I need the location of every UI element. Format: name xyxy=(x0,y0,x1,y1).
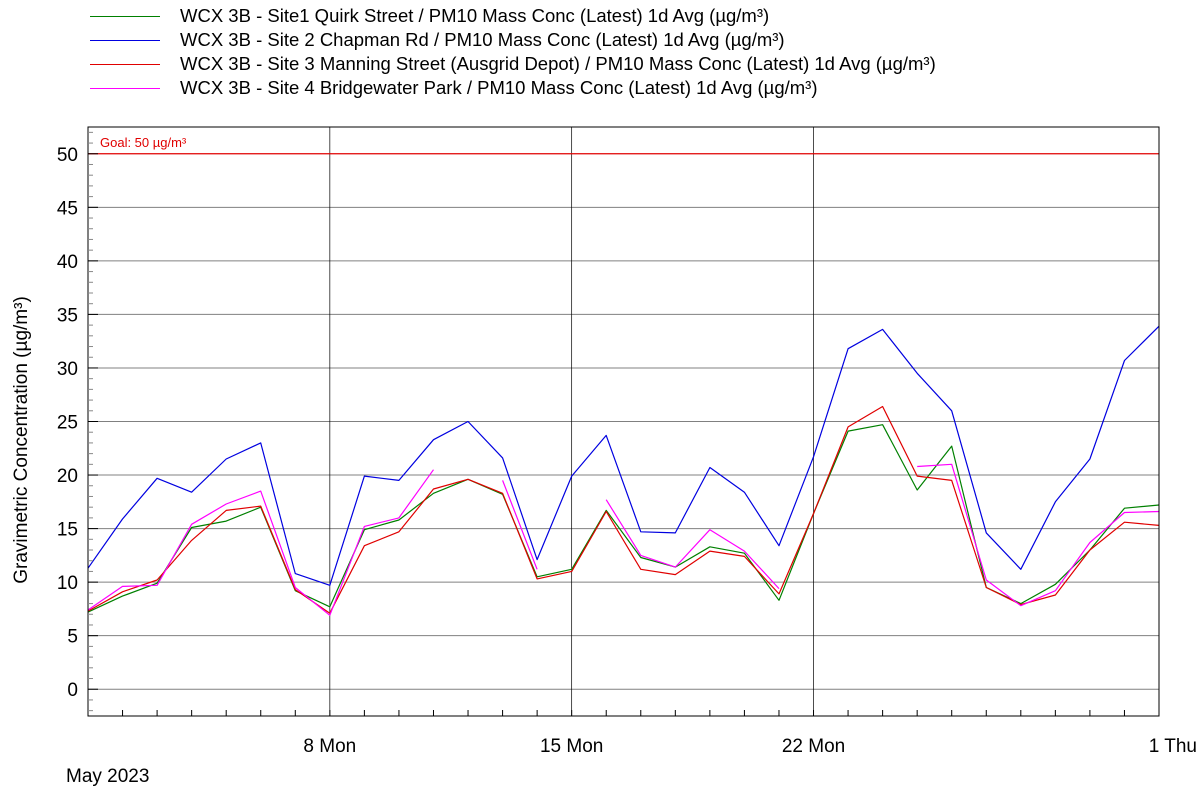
x-tick-label: 8 Mon xyxy=(303,736,356,757)
y-tick-label: 30 xyxy=(57,359,78,380)
y-tick-label: 35 xyxy=(57,305,78,326)
legend-item: WCX 3B - Site1 Quirk Street / PM10 Mass … xyxy=(90,4,936,28)
y-tick-label: 45 xyxy=(57,198,78,219)
y-tick-label: 25 xyxy=(57,413,78,434)
x-tick-label: 1 Thu xyxy=(1149,736,1197,757)
y-tick-label: 5 xyxy=(67,627,78,648)
series-group xyxy=(87,325,1160,616)
legend-label: WCX 3B - Site1 Quirk Street / PM10 Mass … xyxy=(180,5,770,26)
legend-label: WCX 3B - Site 3 Manning Street (Ausgrid … xyxy=(180,53,936,74)
y-axis-title: Gravimetric Concentration (µg/m³) xyxy=(11,296,32,584)
legend-swatch xyxy=(90,63,160,65)
x-tick-label: 15 Mon xyxy=(540,736,603,757)
y-tick-label: 15 xyxy=(57,520,78,541)
series-line-4 xyxy=(87,463,1160,616)
y-tick-label: 50 xyxy=(57,145,78,166)
axes: 0 5 10 15 20 25 30 35 40 45 50 8 Mon 15 Mon 22 Mon 1 T… xyxy=(57,131,1197,757)
goal-line-group: Goal: 50 µg/m³ xyxy=(88,135,1159,155)
x-axis-period-label: May 2023 xyxy=(66,766,149,787)
legend-swatch xyxy=(90,15,160,17)
legend-swatch xyxy=(90,87,160,89)
y-tick-label: 40 xyxy=(57,252,78,273)
series-line-3 xyxy=(87,405,1160,614)
legend-item: WCX 3B - Site 3 Manning Street (Ausgrid … xyxy=(90,52,936,76)
legend-swatch xyxy=(90,39,160,41)
grid xyxy=(88,127,1160,716)
y-tick-label: 0 xyxy=(67,680,78,701)
series-line-1 xyxy=(87,424,1160,613)
x-tick-label: 22 Mon xyxy=(782,736,845,757)
y-tick-label: 10 xyxy=(57,573,78,594)
legend-item: WCX 3B - Site 4 Bridgewater Park / PM10 … xyxy=(90,76,936,100)
legend-item: WCX 3B - Site 2 Chapman Rd / PM10 Mass C… xyxy=(90,28,936,52)
goal-label: Goal: 50 µg/m³ xyxy=(100,135,187,150)
legend-label: WCX 3B - Site 4 Bridgewater Park / PM10 … xyxy=(180,77,818,98)
legend-label: WCX 3B - Site 2 Chapman Rd / PM10 Mass C… xyxy=(180,29,785,50)
y-tick-label: 20 xyxy=(57,466,78,487)
chart-legend: WCX 3B - Site1 Quirk Street / PM10 Mass … xyxy=(90,4,936,100)
series-line-2 xyxy=(87,325,1160,586)
